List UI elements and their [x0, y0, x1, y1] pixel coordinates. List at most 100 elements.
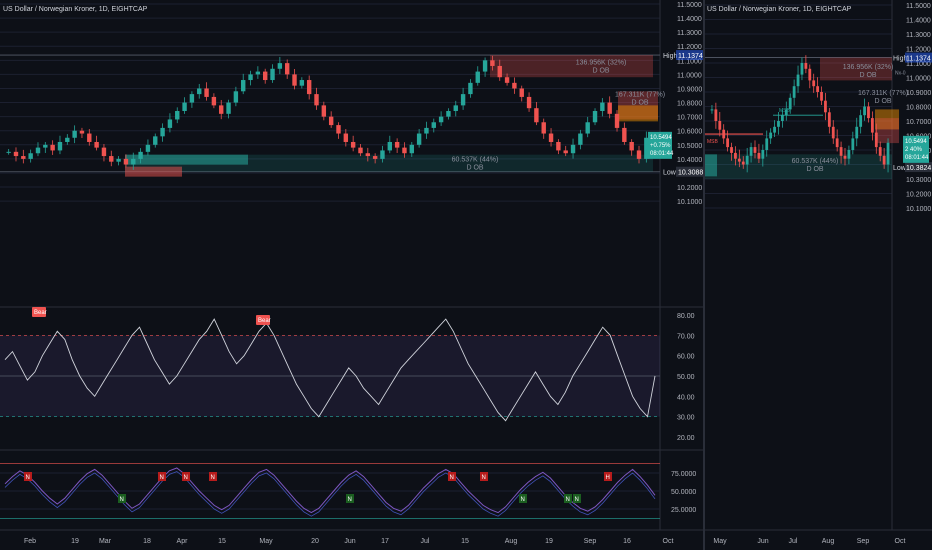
date-tick-label: Sep [857, 538, 870, 545]
ob-box-label: D OB [806, 166, 823, 173]
rsi-tick-label: 30.00 [677, 415, 695, 422]
candle-body [299, 80, 305, 86]
candle-body [21, 156, 26, 159]
candle-body [453, 105, 458, 112]
candle-body [800, 63, 804, 75]
candle-body [43, 144, 48, 148]
candle-body [870, 118, 874, 133]
ob-box-bullish-core [705, 154, 717, 177]
left-chart-pane[interactable]: US Dollar / Norwegian Kroner, 1D, EIGHTC… [0, 0, 703, 550]
osc-signal-tag [209, 472, 217, 481]
candle-body [431, 122, 436, 128]
candle-body [859, 115, 863, 127]
ob-box-label: D OB [466, 165, 483, 172]
last-price-badge-text: 2 40% [905, 147, 923, 153]
date-tick-label: Jul [789, 538, 798, 545]
candle-body [204, 88, 209, 97]
osc-signal-tag-label: N [184, 475, 188, 481]
osc-signal-tag-label: N [348, 497, 352, 503]
price-tick-label: 11.3000 [677, 30, 702, 37]
ob-box-label: 60.537K (44%) [792, 158, 839, 165]
candle-body [726, 138, 730, 148]
rsi-bear-tag-label: Bear [258, 318, 271, 324]
candle-body [749, 147, 753, 156]
price-tick-label: 11.4000 [677, 16, 702, 23]
candle-body [109, 156, 114, 162]
osc-signal-tag [158, 472, 166, 481]
ob-box-label: D OB [631, 99, 648, 106]
candle-body [734, 152, 737, 159]
candle-body [262, 71, 268, 81]
ob-box-label: 136.956K (32%) [576, 60, 627, 67]
price-tick-label: 10.9000 [677, 86, 702, 93]
right-chart-title: US Dollar / Norwegian Kroner, 1D, EIGHTC… [707, 6, 852, 13]
candle-body [863, 106, 866, 116]
candle-body [438, 116, 444, 123]
candle-body [827, 112, 831, 127]
date-tick-label: 20 [311, 538, 319, 545]
price-tick-label: 10.3000 [906, 177, 931, 184]
date-tick-label: Aug [505, 538, 518, 545]
rsi-tick-label: 20.00 [677, 435, 695, 442]
candle-body [769, 132, 773, 139]
candle-body [886, 142, 890, 165]
osc-signal-tag [24, 472, 32, 481]
osc-signal-tag-label: H [606, 475, 610, 481]
date-tick-label: Aug [822, 538, 835, 545]
candle-body [28, 153, 33, 159]
right-chart-svg[interactable]: 11.5000 11.4000 11.3000 11.2000 11.1000 11.00… [705, 0, 932, 550]
high-value: 11.1374 [678, 53, 703, 60]
date-tick-label: Feb [24, 538, 36, 545]
candle-body [233, 91, 239, 103]
ob-box-label: 167.311K (77%) [858, 90, 908, 97]
date-tick-label: May [259, 538, 273, 545]
candle-body [197, 88, 202, 95]
candle-body [101, 147, 107, 157]
right-chart-pane[interactable]: US Dollar / Norwegian Kroner, 1D, EIGHTC… [705, 0, 932, 550]
pane-divider[interactable] [703, 0, 705, 550]
candle-body [138, 151, 143, 159]
rsi-tick-label: 60.00 [677, 354, 695, 361]
low-value-badge [676, 166, 703, 177]
last-price-badge-text: +0.75% [650, 143, 671, 149]
candle-body [718, 121, 722, 130]
date-tick-label: Oct [663, 538, 674, 545]
ob-box-label: D OB [874, 98, 891, 105]
price-tick-label: 10.2000 [677, 185, 702, 192]
osc-signal-tag-label: N [482, 475, 486, 481]
candle-body [336, 125, 341, 134]
candle-body [867, 106, 870, 119]
candle-body [753, 147, 757, 153]
price-tick-label: 10.1000 [677, 199, 702, 206]
candle-body [416, 133, 422, 145]
left-chart-svg[interactable]: 11.5000 11.4000 11.3000 11.2000 11.1000 11.00… [0, 0, 703, 550]
ob-box-bearish [490, 55, 653, 78]
osc-signal-tag [573, 494, 581, 503]
candle-body [730, 147, 733, 153]
rsi-tick-label: 40.00 [677, 394, 695, 401]
candle-body [600, 102, 605, 112]
osc-signal-tag [519, 494, 527, 503]
date-tick-label: 16 [623, 538, 631, 545]
candle-body [784, 109, 788, 116]
date-tick-label: 18 [143, 538, 151, 545]
date-tick-label: Mar [99, 538, 112, 545]
candle-body [167, 119, 173, 128]
candle-body [578, 133, 583, 145]
candle-body [780, 115, 784, 121]
low-label: Low [893, 165, 907, 172]
date-tick-label: 19 [71, 538, 79, 545]
candle-body [710, 109, 714, 111]
price-tick-label: 11.1000 [677, 58, 702, 65]
last-price-badge-text: 10.5494 [905, 139, 927, 145]
last-price-badge-text: 08:01:44 [650, 151, 674, 157]
ob-box-label: 167.311K (77%) [615, 91, 665, 98]
osc-tick-label: 25.0000 [671, 507, 696, 514]
candle-body [182, 102, 187, 112]
price-tick-label: 10.1000 [906, 206, 931, 213]
last-price-badge [648, 131, 672, 159]
candle-body [87, 133, 92, 142]
candle-body [585, 122, 590, 134]
last-price-badge-text: 10.5494 [650, 135, 672, 141]
osc-line-fast [4, 467, 656, 514]
